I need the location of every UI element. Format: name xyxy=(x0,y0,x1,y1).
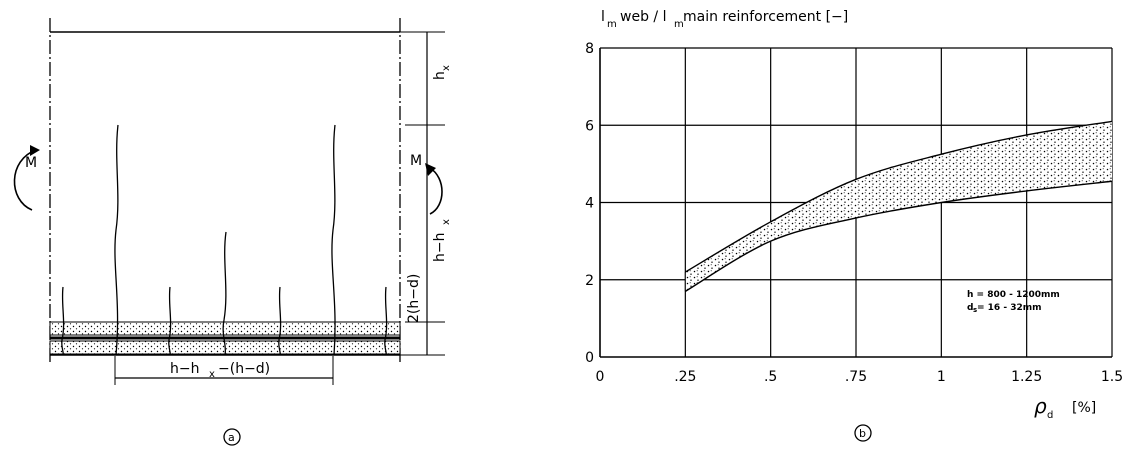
chart-grid xyxy=(599,47,1113,358)
left-moment-arrowhead xyxy=(30,145,40,156)
y-tick-label: 0 xyxy=(585,350,594,366)
crack xyxy=(278,286,282,356)
right-moment-arrowhead xyxy=(425,163,436,176)
svg-text:s: s xyxy=(973,306,977,314)
right-moment-arrow xyxy=(429,167,443,215)
upper-bound-line xyxy=(684,120,1113,273)
dim-hx-label: h x xyxy=(432,65,452,80)
parameter-note: h = 800 - 1200mm d s = 16 - 32mm xyxy=(967,290,1060,314)
lower-bound-line xyxy=(684,180,1113,292)
dim-h-minus-hx-label: h−h x xyxy=(432,219,452,262)
svg-text:x: x xyxy=(209,369,215,380)
crack xyxy=(114,124,119,356)
crack xyxy=(222,231,227,356)
cracks xyxy=(61,124,388,356)
svg-text:h−h: h−h xyxy=(170,361,199,377)
svg-text:−(h−d): −(h−d) xyxy=(218,361,270,377)
x-tick-label: .75 xyxy=(845,369,867,385)
svg-text:[%]: [%] xyxy=(1072,400,1096,416)
svg-text:2(h−d): 2(h−d) xyxy=(406,274,422,323)
x-tick-label: 0 xyxy=(596,369,605,385)
svg-text:main reinforcement [−]: main reinforcement [−] xyxy=(683,9,848,25)
svg-text:d: d xyxy=(967,303,973,313)
right-moment-label: M xyxy=(410,153,422,169)
x-tick-label: .25 xyxy=(674,369,696,385)
svg-text:h = 800 - 1200mm: h = 800 - 1200mm xyxy=(967,290,1060,300)
panel-a-beam-diagram: M M h x h−h x 2(h−d) h−h x −(h−d) xyxy=(13,18,452,446)
svg-text:l: l xyxy=(601,9,605,25)
y-tick-label: 8 xyxy=(585,41,594,57)
svg-text:x: x xyxy=(441,219,452,225)
svg-text:m: m xyxy=(674,19,684,30)
dim-bottom-label: h−h x −(h−d) xyxy=(170,361,270,380)
svg-text:ρ: ρ xyxy=(1034,394,1047,418)
svg-text:m: m xyxy=(607,19,617,30)
left-moment-label: M xyxy=(25,155,37,171)
svg-text:d: d xyxy=(1047,410,1053,421)
crack xyxy=(331,124,336,356)
svg-text:h: h xyxy=(432,71,448,80)
x-tick-label: 1.5 xyxy=(1101,369,1123,385)
y-tick-labels: 0 2 4 6 8 xyxy=(585,41,594,366)
crack xyxy=(61,286,65,356)
caption-b-circle xyxy=(854,424,872,442)
x-tick-labels: 0 .25 .5 .75 1 1.25 1.5 xyxy=(596,369,1124,385)
y-tick-label: 4 xyxy=(585,196,594,212)
svg-text:h−h: h−h xyxy=(432,233,448,262)
crack xyxy=(384,286,388,356)
y-tick-label: 2 xyxy=(585,273,594,289)
x-tick-label: .5 xyxy=(764,369,777,385)
svg-text:= 16 - 32mm: = 16 - 32mm xyxy=(977,303,1041,313)
left-moment-arrow xyxy=(13,149,37,211)
svg-text:x: x xyxy=(441,65,452,71)
upper-reinforcement-band xyxy=(49,321,401,336)
caption-a: a xyxy=(228,431,235,444)
panel-b-chart: 0 .25 .5 .75 1 1.25 1.5 0 2 4 6 8 l m web / l m ma… xyxy=(585,9,1124,442)
caption-a-circle xyxy=(223,428,241,446)
svg-text:web / l: web / l xyxy=(620,9,666,25)
series-lines xyxy=(684,120,1113,292)
crack xyxy=(168,286,172,356)
scatter-band-area xyxy=(685,121,1112,292)
x-axis-label: ρ d [%] xyxy=(1034,394,1096,421)
caption-b: b xyxy=(859,427,866,440)
y-axis-label: l m web / l m main reinforcement [−] xyxy=(601,9,848,30)
x-tick-label: 1.25 xyxy=(1011,369,1042,385)
x-tick-label: 1 xyxy=(937,369,946,385)
y-tick-label: 6 xyxy=(585,118,594,134)
dim-2hd-label: 2(h−d) xyxy=(406,274,422,323)
